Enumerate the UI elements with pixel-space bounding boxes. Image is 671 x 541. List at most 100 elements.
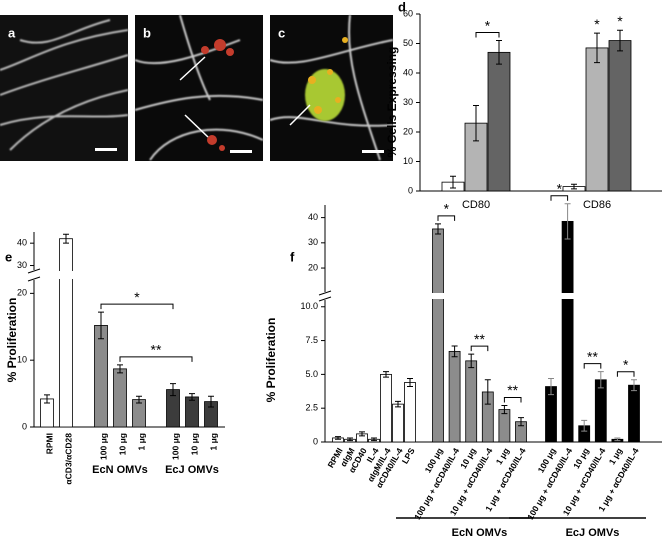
error-bar (631, 379, 637, 392)
error-bar (383, 371, 389, 378)
annotation: * (485, 17, 491, 33)
axis-break (318, 296, 332, 302)
error-bar (395, 400, 401, 408)
y-tick-label: 0 (313, 436, 318, 446)
y-tick-label: 10.0 (300, 301, 318, 311)
panel-label: f (290, 249, 295, 264)
micrograph: a (0, 15, 129, 161)
annotation: * (594, 16, 600, 32)
x-tick-label: 10 μg (189, 433, 199, 455)
bar (380, 373, 392, 443)
x-tick-label: CD80 (462, 199, 490, 211)
bar (94, 325, 108, 428)
error-bar (435, 223, 441, 235)
bracket (550, 195, 569, 201)
error-bar (594, 32, 600, 64)
error-bar (347, 437, 353, 442)
bar (432, 228, 444, 443)
micrograph: c (269, 14, 394, 161)
annotation: * (444, 201, 450, 217)
y-tick-label: 40 (17, 238, 27, 248)
error-bar (117, 364, 123, 374)
panel-label: a (8, 25, 16, 40)
bar (487, 51, 511, 192)
bracket (503, 396, 522, 403)
y-tick-label: 20 (308, 262, 318, 272)
bar (628, 384, 640, 443)
annotation: ** (507, 382, 518, 398)
y-tick-label: 30 (17, 260, 27, 270)
error-bar (468, 353, 475, 369)
y-tick-label: 10 (403, 156, 413, 166)
group-label: EcJ OMVs (165, 464, 219, 476)
panel-label: b (143, 25, 151, 40)
error-bar (63, 233, 69, 244)
bar (448, 350, 461, 443)
y-axis-label: % Proliferation (5, 298, 19, 383)
annotation: * (617, 13, 623, 29)
x-tick-label: CD86 (583, 199, 611, 211)
y-tick-label: 20 (403, 126, 413, 136)
error-bar (450, 175, 456, 189)
y-tick-label: 7.5 (305, 335, 318, 345)
y-tick-label: 50 (403, 38, 413, 48)
y-tick-label: 0 (408, 185, 413, 195)
group-label: EcJ OMVs (566, 527, 620, 539)
error-bar (189, 393, 195, 401)
axis-break (27, 276, 41, 282)
error-bar (335, 436, 341, 440)
error-bar (614, 437, 621, 442)
annotation: ** (587, 348, 598, 364)
error-bar (484, 379, 491, 405)
y-axis-label: % Proliferation (264, 318, 278, 403)
x-tick-label: 100 μg (98, 433, 108, 460)
error-bar (473, 104, 479, 142)
y-tick-label: 40 (403, 67, 413, 77)
bar (498, 409, 511, 443)
x-tick-label: 1 μg (136, 433, 146, 450)
group-label: EcN OMVs (452, 527, 508, 539)
error-bar (564, 203, 571, 240)
error-bar (359, 431, 365, 437)
axis-break (319, 293, 662, 299)
x-tick-label: αCD3/αCD28 (63, 433, 73, 485)
error-bar (136, 395, 142, 404)
bar (132, 399, 146, 428)
y-tick-label: 60 (403, 8, 413, 18)
error-bar (44, 394, 50, 404)
error-bar (496, 40, 502, 65)
axis-break (318, 290, 332, 296)
y-tick-label: 30 (403, 97, 413, 107)
bracket (119, 356, 193, 362)
error-bar (518, 417, 524, 427)
y-axis-label: % Cells Expressing (385, 47, 399, 158)
bracket (470, 345, 489, 352)
bar (392, 403, 404, 443)
y-tick-label: 10 (17, 355, 27, 365)
x-tick-label: 100 μg (170, 433, 180, 460)
x-tick-label: RPMI (44, 433, 54, 454)
error-bar (581, 419, 588, 432)
bracket (475, 32, 500, 38)
axis-break (27, 268, 41, 274)
annotation: * (134, 289, 140, 305)
error-bar (571, 183, 577, 190)
bar (608, 40, 632, 192)
bracket (100, 303, 174, 310)
x-tick-label: LPS (400, 446, 417, 466)
annotation: * (557, 180, 563, 196)
bar (465, 360, 478, 443)
bracket (616, 371, 635, 377)
y-tick-label: 2.5 (305, 403, 318, 413)
y-tick-label: 0 (22, 421, 27, 431)
bar (585, 47, 609, 192)
bar (113, 368, 127, 428)
y-tick-label: 20 (17, 288, 27, 298)
bar (561, 220, 574, 443)
panel-label: c (278, 25, 285, 40)
bar (59, 238, 73, 428)
annotation: ** (151, 342, 162, 358)
bar (185, 396, 199, 428)
bracket (583, 363, 602, 369)
